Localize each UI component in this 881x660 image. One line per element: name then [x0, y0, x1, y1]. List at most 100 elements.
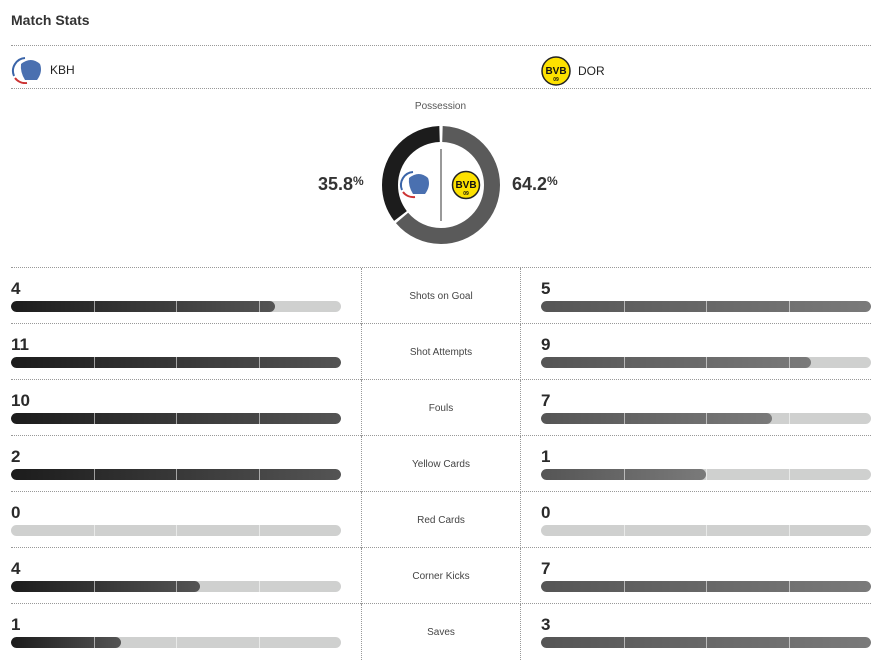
- bar-tick: [176, 301, 177, 312]
- bar-tick: [93, 525, 95, 536]
- home-stat: 0: [11, 492, 341, 548]
- bar-tick: [788, 637, 790, 648]
- bar-tick: [706, 413, 707, 424]
- away-stat: 0: [541, 492, 871, 548]
- away-stat-bar: [541, 525, 871, 536]
- stat-label: Saves: [361, 604, 521, 660]
- away-possession-value: 64.2: [512, 174, 548, 194]
- bar-tick: [176, 413, 177, 424]
- home-stat-value: 10: [11, 391, 30, 410]
- kbh-logo-icon: [11, 57, 41, 84]
- home-stat-value: 11: [11, 335, 29, 354]
- home-stat-bar: [11, 413, 341, 424]
- away-team: BVB 09 DOR: [541, 56, 605, 86]
- bar-tick: [93, 637, 95, 648]
- home-stat-bar: [11, 301, 341, 312]
- bar-tick: [176, 525, 177, 536]
- bar-tick: [623, 301, 625, 312]
- away-stat-value: 7: [541, 391, 551, 410]
- away-stat-bar: [541, 581, 871, 592]
- home-stat-value: 0: [11, 503, 21, 522]
- away-stat-value: 3: [541, 615, 551, 634]
- bar-tick: [623, 637, 625, 648]
- home-stat-bar-fill: [11, 581, 200, 592]
- home-stat-bar: [11, 581, 341, 592]
- stat-row: 0 Red Cards 0: [11, 491, 871, 548]
- stat-row: 10 Fouls 7: [11, 379, 871, 436]
- home-stat-value: 2: [11, 447, 21, 466]
- bar-tick: [176, 637, 177, 648]
- away-stat-bar-fill: [541, 413, 772, 424]
- away-stat-value: 0: [541, 503, 551, 522]
- stat-row: 11 Shot Attempts 9: [11, 323, 871, 380]
- away-stat: 3: [541, 604, 871, 660]
- bar-tick: [258, 301, 260, 312]
- svg-text:BVB: BVB: [455, 180, 476, 191]
- home-stat-bar: [11, 637, 341, 648]
- svg-text:BVB: BVB: [545, 66, 566, 77]
- away-stat-value: 5: [541, 279, 551, 298]
- page-title: Match Stats: [11, 12, 90, 28]
- away-possession: 64.2%: [512, 174, 558, 195]
- bar-tick: [706, 525, 707, 536]
- bar-tick: [258, 637, 260, 648]
- svg-text:09: 09: [553, 77, 559, 83]
- away-stat-bar: [541, 637, 871, 648]
- away-stat-value: 9: [541, 335, 551, 354]
- bar-tick: [706, 301, 707, 312]
- bar-tick: [93, 469, 95, 480]
- away-stat-bar: [541, 301, 871, 312]
- divider: [11, 88, 871, 89]
- bar-tick: [176, 357, 177, 368]
- away-team-abbr: DOR: [578, 64, 605, 78]
- home-stat-bar: [11, 357, 341, 368]
- away-stat: 7: [541, 548, 871, 604]
- bar-tick: [706, 637, 707, 648]
- home-team: KBH: [11, 56, 75, 84]
- bar-tick: [623, 581, 625, 592]
- home-possession-value: 35.8: [318, 174, 354, 194]
- stat-label: Shots on Goal: [361, 268, 521, 324]
- home-stat: 11: [11, 324, 341, 380]
- bar-tick: [788, 581, 790, 592]
- stat-row: 4 Corner Kicks 7: [11, 547, 871, 604]
- away-stat-value: 1: [541, 447, 551, 466]
- bar-tick: [706, 357, 707, 368]
- svg-text:09: 09: [463, 191, 469, 197]
- home-possession: 35.8%: [318, 174, 364, 195]
- home-stat: 4: [11, 548, 341, 604]
- stat-label: Shot Attempts: [361, 324, 521, 380]
- home-stat-value: 4: [11, 279, 21, 298]
- home-team-abbr: KBH: [50, 63, 75, 77]
- bar-tick: [623, 525, 625, 536]
- away-stat: 7: [541, 380, 871, 436]
- stat-label: Red Cards: [361, 492, 521, 548]
- home-stat: 2: [11, 436, 341, 492]
- away-stat-bar-fill: [541, 357, 811, 368]
- possession-label: Possession: [414, 101, 467, 112]
- home-stat-value: 4: [11, 559, 21, 578]
- stat-label: Fouls: [361, 380, 521, 436]
- bar-tick: [623, 357, 625, 368]
- away-stat-bar: [541, 469, 871, 480]
- away-possession-arc: [382, 126, 500, 244]
- away-stat: 5: [541, 268, 871, 324]
- bar-tick: [258, 469, 260, 480]
- pct-sign: %: [547, 174, 558, 188]
- bar-tick: [788, 413, 790, 424]
- bar-tick: [176, 581, 177, 592]
- home-stat-bar: [11, 469, 341, 480]
- stat-row: 2 Yellow Cards 1: [11, 435, 871, 492]
- home-stat: 1: [11, 604, 341, 660]
- bar-tick: [93, 581, 95, 592]
- away-stat-bar: [541, 413, 871, 424]
- away-stat: 9: [541, 324, 871, 380]
- bar-tick: [623, 413, 625, 424]
- stat-row: 1 Saves 3: [11, 603, 871, 660]
- bar-tick: [788, 525, 790, 536]
- home-stat-bar: [11, 525, 341, 536]
- bar-tick: [788, 357, 790, 368]
